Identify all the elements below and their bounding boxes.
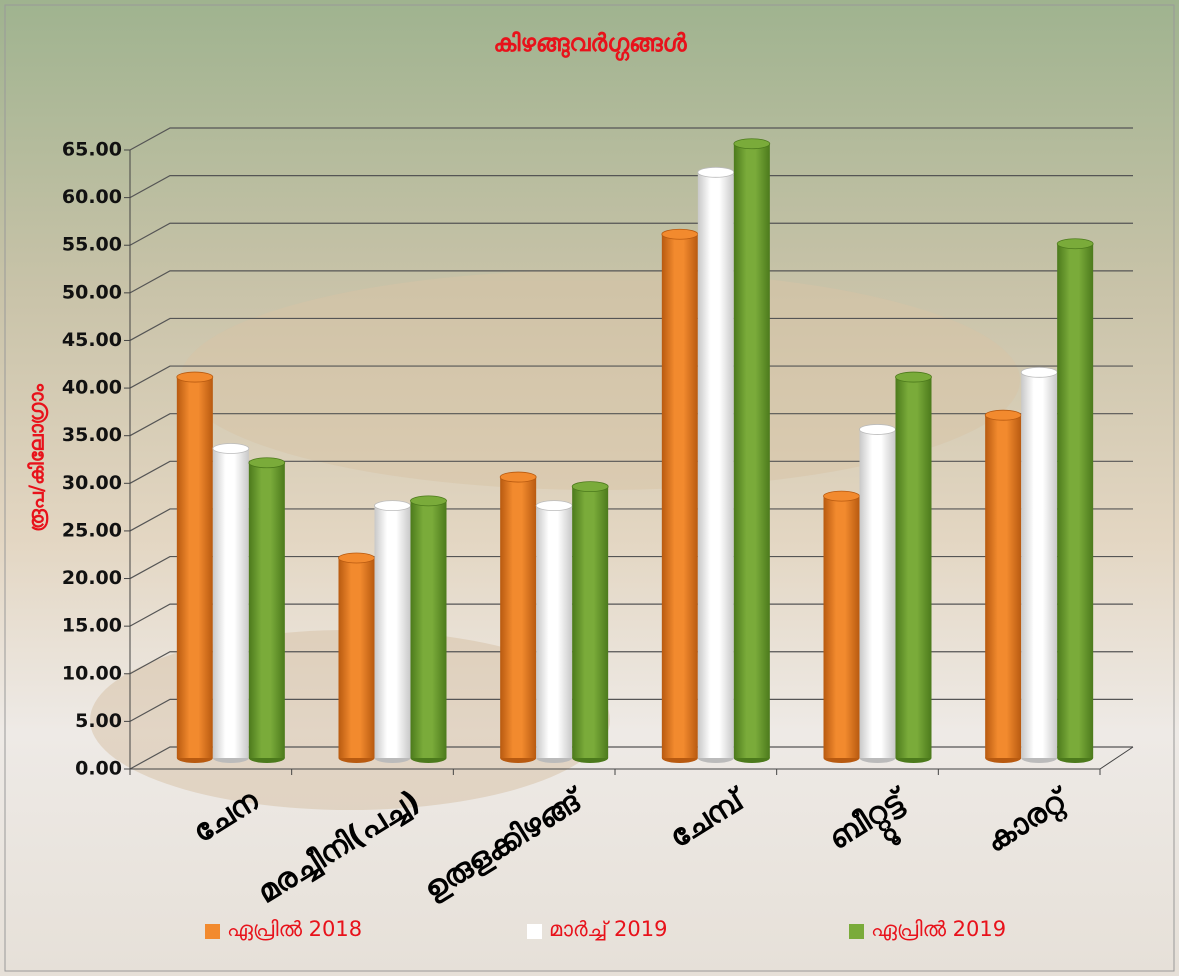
bar-cap <box>697 166 735 178</box>
chart-title: കിഴങ്ങുവർഗ്ഗങ്ങൾ <box>493 29 687 62</box>
bar <box>895 377 932 758</box>
grid-line <box>129 222 1133 246</box>
y-tick-label: 10.00 <box>62 662 122 684</box>
y-tick-label: 30.00 <box>62 472 122 494</box>
bar-cap <box>859 424 896 435</box>
bar <box>572 486 609 758</box>
bar-cap <box>823 490 860 502</box>
frame <box>4 4 1175 972</box>
legend-swatch <box>527 924 542 939</box>
legend-label: ഏപ്രിൽ 2019 <box>871 917 1006 941</box>
y-axis-label: രൂപ/കിലോഗ്രാം <box>25 384 49 532</box>
bar <box>697 172 734 759</box>
grid-line <box>129 127 1133 151</box>
bar <box>823 496 860 758</box>
y-tick-label: 60.00 <box>62 186 122 208</box>
grid-line <box>129 317 1133 341</box>
y-tick-label: 35.00 <box>62 424 122 446</box>
bar <box>248 462 285 758</box>
bar-cap <box>733 138 771 150</box>
bar-cap <box>1056 238 1094 250</box>
y-tick-label: 25.00 <box>62 519 122 541</box>
bar <box>410 500 447 758</box>
bar-cap <box>212 443 250 454</box>
bar <box>985 415 1022 758</box>
grid-line <box>129 460 1133 484</box>
grid-line <box>129 508 1133 532</box>
bar-cap <box>984 409 1022 421</box>
bar-cap <box>374 500 411 512</box>
bar <box>374 505 411 758</box>
legend-swatch <box>849 924 864 939</box>
bar <box>338 558 375 758</box>
legend-swatch <box>205 924 220 939</box>
legend-label: ഏപ്രിൽ 2018 <box>227 917 362 941</box>
grid-line <box>129 270 1133 294</box>
bar <box>1057 243 1094 758</box>
bar <box>176 377 213 758</box>
grid-line <box>129 175 1133 199</box>
bar <box>859 429 896 758</box>
bar <box>500 477 537 758</box>
grid-line <box>129 555 1133 580</box>
y-tick-label: 50.00 <box>62 281 122 303</box>
background-shape <box>180 270 1020 490</box>
y-tick-label: 20.00 <box>62 567 122 589</box>
bar-cap <box>248 457 286 469</box>
bar <box>661 234 698 758</box>
grid-line <box>129 746 1133 770</box>
grid-line <box>129 698 1133 722</box>
bar <box>536 505 573 758</box>
y-tick-label: 40.00 <box>62 377 122 399</box>
grid-line <box>129 365 1133 389</box>
bar-cap <box>338 552 375 564</box>
grid-line <box>129 651 1133 675</box>
grid-line <box>129 413 1133 437</box>
y-tick-label: 45.00 <box>62 329 122 351</box>
y-tick-label: 55.00 <box>62 234 122 256</box>
y-tick-label: 0.00 <box>75 758 122 780</box>
y-tick-label: 5.00 <box>75 710 122 732</box>
grid-line <box>129 603 1133 627</box>
bar-cap <box>176 371 214 383</box>
bar-cap <box>895 371 932 383</box>
bar-cap <box>661 228 699 240</box>
legend-label: മാർച്ച് 2019 <box>549 917 667 941</box>
bar-cap <box>571 481 609 492</box>
bar-cap <box>535 500 573 512</box>
bar <box>1021 372 1058 758</box>
y-tick-label: 15.00 <box>62 615 122 637</box>
y-tick-label: 65.00 <box>62 139 122 161</box>
bar-cap <box>499 471 537 483</box>
bar-cap <box>410 495 447 507</box>
bar <box>212 448 249 758</box>
bar-cap <box>1020 366 1058 378</box>
bar <box>733 143 770 758</box>
